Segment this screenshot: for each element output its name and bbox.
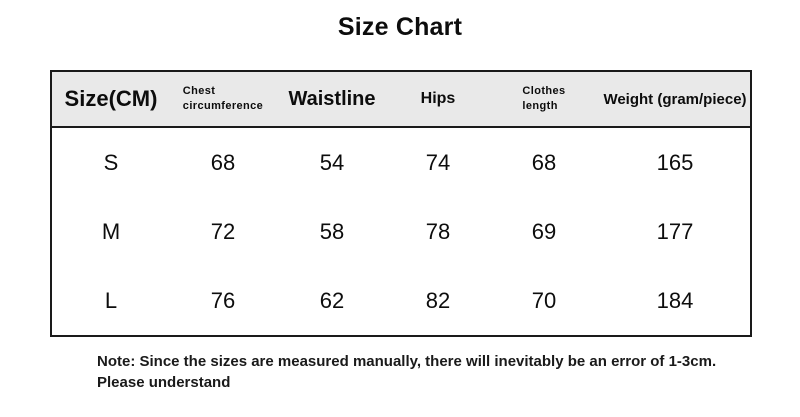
cell-m-chest: 72 [210, 218, 236, 244]
cell-s-weight: 165 [656, 149, 694, 175]
cell-l-weight: 184 [656, 287, 694, 313]
cell-s-size: S [103, 149, 119, 175]
cell-m-size: M [101, 218, 121, 244]
cell-l-waistline: 62 [319, 287, 345, 313]
header-cell-clothes-length-label: Clothes length [522, 84, 566, 112]
cell-m-waistline: 58 [319, 218, 345, 244]
cell-s-hips: 74 [425, 149, 451, 175]
cell-l-clothes-length: 70 [531, 287, 557, 313]
cell-l-size: L [104, 287, 118, 313]
header-cell-waistline: Waistline [288, 87, 376, 110]
header-cell-chest-circumference: Chest circumference [170, 71, 276, 127]
table-row-m: M 72 58 78 69 177 [51, 197, 751, 266]
table-body: S 68 54 74 68 165 M 72 58 78 69 177 L 76… [51, 127, 751, 336]
header-cell-chest-circumference-label: Chest circumference [182, 84, 264, 112]
page-title: Size Chart [337, 13, 463, 41]
header-cell-clothes-length: Clothes length [488, 71, 600, 127]
cell-m-clothes-length: 69 [531, 218, 557, 244]
cell-l-chest: 76 [210, 287, 236, 313]
size-chart-table: Size(CM) Chest circumference Waistline H… [50, 70, 752, 337]
table-header-row: Size(CM) Chest circumference Waistline H… [51, 71, 751, 127]
measurement-note: Note: Since the sizes are measured manua… [97, 353, 717, 391]
header-cell-size: Size(CM) [64, 86, 158, 111]
table-row-s: S 68 54 74 68 165 [51, 127, 751, 197]
cell-m-hips: 78 [425, 218, 451, 244]
header-cell-weight: Weight (gram/piece) [603, 90, 747, 108]
cell-s-waistline: 54 [319, 149, 345, 175]
table-row-l: L 76 62 82 70 184 [51, 266, 751, 336]
cell-m-weight: 177 [656, 218, 694, 244]
cell-l-hips: 82 [425, 287, 451, 313]
header-cell-hips: Hips [420, 90, 456, 107]
cell-s-chest: 68 [210, 149, 236, 175]
cell-s-clothes-length: 68 [531, 149, 557, 175]
